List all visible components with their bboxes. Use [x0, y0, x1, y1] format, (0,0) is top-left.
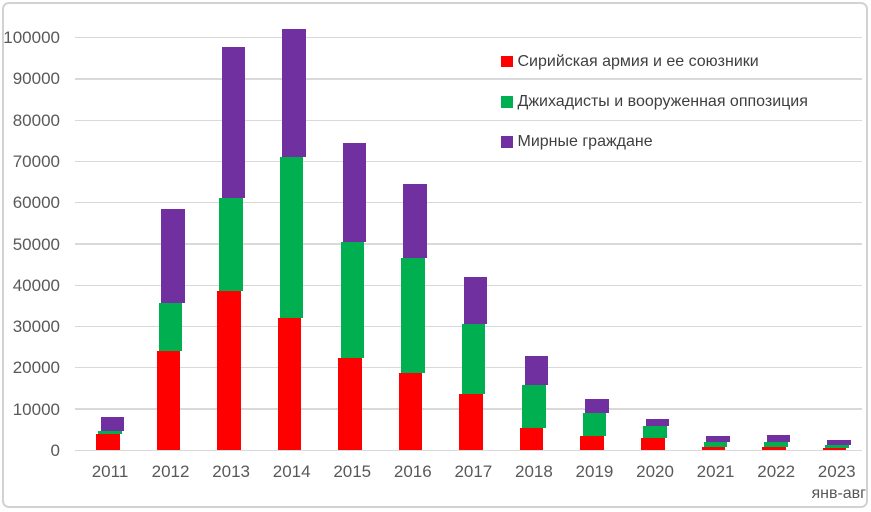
legend-label: Джихадисты и вооруженная оппозиция [517, 92, 808, 110]
bar-segment [645, 418, 670, 426]
x-axis-tick-label: 2020 [636, 461, 674, 481]
legend-swatch-icon [501, 96, 513, 108]
bar-segment [96, 434, 120, 451]
y-axis-tick-label: 10000 [12, 399, 60, 419]
gridline [75, 119, 862, 121]
bar-segment [766, 435, 791, 443]
legend-swatch-icon [501, 55, 513, 68]
y-axis-tick-label: 40000 [12, 275, 60, 295]
y-axis-tick-label: 90000 [12, 69, 60, 89]
bar-segment [827, 439, 851, 445]
bar-segment [98, 431, 122, 435]
x-axis-tick-label: 2015 [333, 461, 372, 481]
bar-segment [585, 398, 609, 414]
bar-segment [219, 197, 243, 291]
bar-segment [100, 417, 125, 432]
x-axis-tick-label: 2022 [757, 461, 796, 481]
gridline [75, 160, 862, 163]
legend-label: Мирные граждане [517, 133, 653, 151]
x-axis-tick-label: 2021 [696, 461, 735, 481]
bar-segment [217, 290, 241, 451]
gridline [75, 202, 862, 204]
gridline [75, 449, 862, 451]
bar-segment [701, 447, 726, 451]
x-axis-subnote: янв-авг [811, 484, 866, 502]
bar-segment [459, 393, 483, 451]
bar-segment [582, 413, 607, 436]
legend-label: Сирийская армия и ее союзники [517, 52, 759, 70]
bar-segment [522, 384, 546, 428]
bar-segment [519, 427, 544, 451]
bar-segment [822, 447, 847, 451]
x-axis-tick-label: 2011 [91, 461, 129, 481]
bar-segment [282, 29, 306, 157]
bar-segment [340, 242, 365, 358]
bar-segment [342, 142, 367, 243]
bar-segment [764, 442, 788, 448]
gridline [75, 243, 862, 245]
x-axis-tick-label: 2012 [151, 461, 190, 481]
legend-item: Мирные граждане [501, 133, 653, 151]
bar-segment [401, 257, 425, 373]
y-axis-tick-label: 60000 [12, 193, 60, 213]
y-axis-tick-label: 70000 [12, 151, 60, 171]
gridline [75, 78, 862, 80]
bar-segment [643, 425, 667, 439]
bar-segment [463, 277, 488, 325]
bar-segment [156, 350, 181, 451]
y-axis-tick-label: 100000 [3, 28, 60, 48]
bar-segment [825, 444, 849, 448]
y-axis-tick-label: 0 [50, 440, 60, 460]
x-axis-tick-label: 2023 [817, 461, 856, 481]
x-axis-tick-label: 2014 [272, 461, 311, 481]
y-axis-tick-label: 80000 [12, 110, 60, 130]
bar-segment [221, 47, 246, 198]
bar-segment [338, 357, 362, 451]
legend-item: Сирийская армия и ее союзники [501, 52, 759, 70]
bar-segment [277, 318, 302, 451]
bar-segment [762, 447, 786, 451]
x-axis-tick-label: 2018 [514, 461, 553, 481]
bar-segment [161, 209, 185, 304]
bar-segment [641, 438, 665, 451]
y-axis-tick-label: 50000 [12, 234, 60, 254]
x-axis-tick-label: 2017 [454, 461, 493, 481]
bar-segment [158, 303, 183, 351]
x-axis-tick-label: 2016 [393, 461, 432, 481]
bar-segment [703, 442, 728, 448]
y-axis-tick-label: 20000 [12, 358, 60, 378]
bar-segment [706, 435, 730, 443]
legend-item: Джихадисты и вооруженная оппозиция [501, 92, 808, 110]
bar-segment [279, 156, 304, 319]
x-axis-tick-label: 2013 [212, 461, 251, 481]
x-axis-tick-label: 2019 [575, 461, 614, 481]
bar-segment [398, 372, 423, 451]
bar-segment [580, 435, 604, 451]
bar-segment [403, 184, 427, 258]
legend-swatch-icon [501, 136, 513, 148]
bar-segment [524, 356, 549, 385]
bar-segment [461, 324, 486, 394]
gridline [75, 37, 862, 39]
y-axis-tick-label: 30000 [12, 317, 60, 337]
